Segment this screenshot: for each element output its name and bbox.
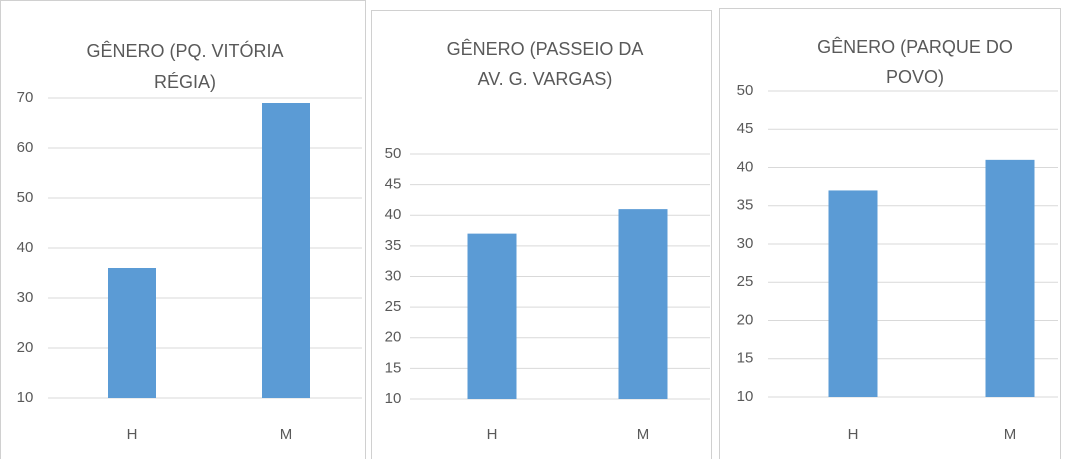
chart-title: GÊNERO (PARQUE DO: [817, 37, 1013, 57]
y-tick-label: 40: [17, 239, 34, 256]
y-tick-label: 20: [385, 329, 402, 346]
y-tick-label: 30: [737, 235, 754, 252]
bar: [985, 159, 1035, 397]
y-tick-label: 10: [17, 389, 34, 406]
bar: [108, 268, 156, 398]
y-tick-label: 10: [385, 390, 402, 407]
x-tick-label: M: [280, 426, 293, 443]
y-tick-label: 40: [385, 206, 402, 223]
y-tick-label: 30: [385, 267, 402, 284]
y-tick-label: 45: [737, 120, 754, 137]
x-tick-label: M: [1004, 426, 1017, 443]
y-tick-label: 20: [737, 311, 754, 328]
x-tick-label: H: [848, 426, 859, 443]
bar: [618, 209, 668, 399]
y-tick-label: 40: [737, 158, 754, 175]
chart-title: AV. G. VARGAS): [478, 69, 613, 89]
bar: [467, 233, 517, 399]
y-tick-label: 10: [737, 388, 754, 405]
y-tick-label: 50: [17, 189, 34, 206]
y-tick-label: 35: [385, 237, 402, 254]
y-tick-label: 25: [385, 298, 402, 315]
y-tick-label: 15: [737, 350, 754, 367]
y-tick-label: 70: [17, 89, 34, 106]
y-tick-label: 60: [17, 139, 34, 156]
chart-title: GÊNERO (PASSEIO DA: [447, 39, 644, 59]
chart-title: GÊNERO (PQ. VITÓRIA: [86, 40, 283, 61]
y-tick-label: 45: [385, 176, 402, 193]
y-tick-label: 25: [737, 273, 754, 290]
y-tick-label: 30: [17, 289, 34, 306]
chart-title: RÉGIA): [154, 72, 216, 92]
y-tick-label: 50: [385, 145, 402, 162]
y-tick-label: 15: [385, 359, 402, 376]
y-tick-label: 35: [737, 197, 754, 214]
bar: [828, 190, 878, 397]
x-tick-label: M: [637, 426, 650, 443]
x-tick-label: H: [487, 426, 498, 443]
y-tick-label: 20: [17, 339, 34, 356]
panel: [0, 0, 366, 459]
bar: [262, 103, 310, 398]
y-tick-label: 50: [737, 82, 754, 99]
x-tick-label: H: [127, 426, 138, 443]
chart-title: POVO): [886, 67, 944, 87]
